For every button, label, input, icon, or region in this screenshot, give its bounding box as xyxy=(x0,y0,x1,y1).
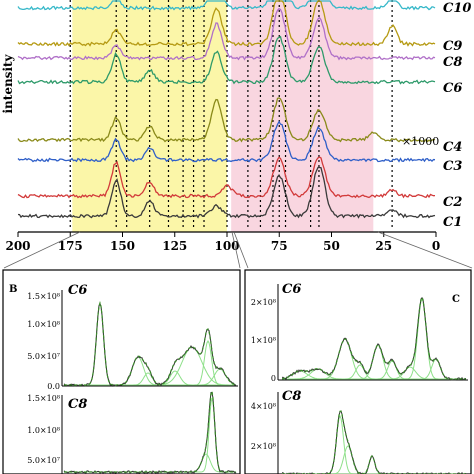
panel-c-c8-fit xyxy=(282,410,466,474)
panel-b-ytick: 5.0×10⁷ xyxy=(27,456,60,465)
panel-c-ytick: 1×10⁸ xyxy=(251,336,276,345)
panel-b-top-sample: C6 xyxy=(68,283,87,298)
panel-c-ytick: 2×10⁸ xyxy=(251,442,276,451)
panel-c-curves xyxy=(281,296,467,474)
panel-b: B C6 C8 1.5×10⁸1.0×10⁸5.0×10⁷0.01.5×10⁸1… xyxy=(2,269,241,474)
panel-b-c8-fit xyxy=(64,389,236,473)
scale-annotation: ×1000 xyxy=(402,135,439,148)
spectrum-c2 xyxy=(17,156,436,199)
spectrum-c10 xyxy=(17,0,436,11)
spectrum-c8 xyxy=(17,7,436,61)
panel-b-ytick: 1.0×10⁸ xyxy=(27,320,60,329)
panel-b-frame xyxy=(2,269,241,474)
series-label-c3: C3 xyxy=(443,159,462,174)
panel-b-c6-component xyxy=(64,368,237,386)
spectra-traces xyxy=(17,0,436,219)
panel-b-c6-fit xyxy=(64,300,237,386)
series-label-c1: C1 xyxy=(443,215,462,230)
panel-b-ytick: 0.0 xyxy=(47,382,60,391)
panel-b-ytick: 1.5×10⁸ xyxy=(27,394,60,403)
x-tick-label: 125 xyxy=(162,239,187,253)
x-tick-label: 50 xyxy=(323,239,340,253)
series-label-c8: C8 xyxy=(443,55,462,70)
x-tick-label: 75 xyxy=(271,239,288,253)
panel-c-ytick: 4×10⁸ xyxy=(251,402,276,411)
x-tick-label: 175 xyxy=(58,239,83,253)
panel-c-yticks: 2×10⁸ 1×10⁸ 0 4×10⁸ 2×10⁸ xyxy=(251,298,276,451)
panel-c: C C6 C8 2×10⁸ 1×10⁸ 0 4×10⁸ 2×10⁸ xyxy=(244,269,472,474)
panel-c-c6-fit xyxy=(281,296,466,380)
panel-c-ytick: 2×10⁸ xyxy=(251,298,276,307)
panel-b-yticks: 1.5×10⁸ 1.0×10⁸ 5.0×10⁷ 0.0 1.5×10⁸ 1.0×10⁸ 5.… xyxy=(27,292,60,465)
panel-b-label: B xyxy=(9,284,17,295)
x-axis-ticks: 200 175 150 125 100 75 50 25 0 xyxy=(5,232,440,253)
panel-c-top-sample: C6 xyxy=(282,282,301,297)
panel-b-curves xyxy=(63,300,237,474)
panel-c-label: C xyxy=(452,294,460,305)
x-tick-label: 0 xyxy=(432,239,440,253)
spectrum-c6 xyxy=(17,35,436,85)
pink-region xyxy=(231,0,374,232)
panel-b-ytick: 1.0×10⁸ xyxy=(27,426,60,435)
series-label-c10: C10 xyxy=(443,1,471,16)
x-tick-label: 200 xyxy=(5,239,30,253)
x-tick-label: 25 xyxy=(375,239,392,253)
series-label-c9: C9 xyxy=(443,39,462,54)
x-tick-label: 150 xyxy=(110,239,135,253)
series-label-c2: C2 xyxy=(443,195,462,210)
x-tick-label: 100 xyxy=(214,239,239,253)
panel-c-ytick: 0 xyxy=(271,374,276,383)
spectrum-c4 xyxy=(17,97,436,143)
panel-c-frame xyxy=(244,269,472,474)
panel-b-ytick: 1.5×10⁸ xyxy=(27,292,60,301)
zoom-guides xyxy=(3,231,473,269)
spectrum-c3 xyxy=(17,120,436,163)
spectrum-c9 xyxy=(17,0,436,47)
y-axis-label: intensity xyxy=(1,53,15,113)
spectrum-c1 xyxy=(17,166,436,219)
panel-b-ytick: 5.0×10⁷ xyxy=(27,352,60,361)
series-label-c4: C4 xyxy=(443,140,462,155)
series-label-c6: C6 xyxy=(443,81,462,96)
panel-b-bottom-sample: C8 xyxy=(68,397,87,412)
panel-c-bottom-sample: C8 xyxy=(282,389,301,404)
